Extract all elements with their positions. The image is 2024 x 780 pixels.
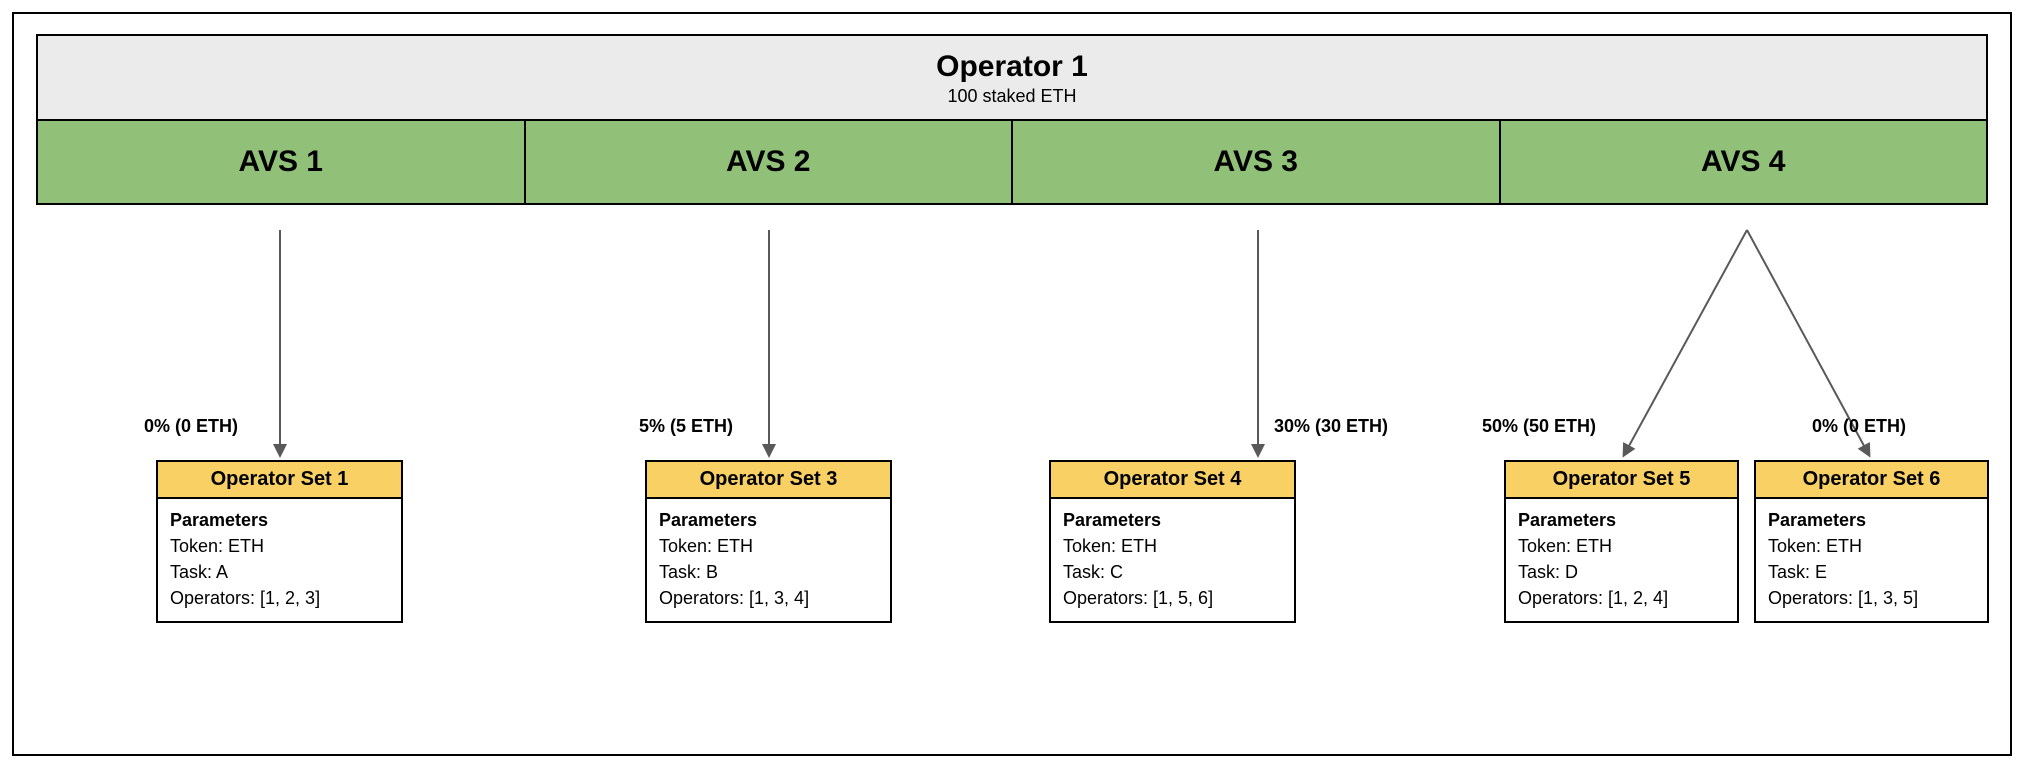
operator-set-token: Token: ETH [1518,533,1725,559]
operator-set-header: Operator Set 5 [1506,462,1737,499]
operator-set-parameters-label: Parameters [170,507,389,533]
operator-set-token: Token: ETH [1768,533,1975,559]
operator-set-operators: Operators: [1, 2, 3] [170,585,389,611]
operator-set-body: ParametersToken: ETHTask: DOperators: [1… [1506,499,1737,621]
operator-subtitle: 100 staked ETH [38,86,1986,107]
avs-box-2: AVS 2 [526,121,1014,205]
operator-set-token: Token: ETH [170,533,389,559]
operator-set-header: Operator Set 4 [1051,462,1294,499]
avs-box-3: AVS 3 [1013,121,1501,205]
edge-label: 30% (30 ETH) [1274,416,1388,437]
operator-title: Operator 1 [38,50,1986,84]
operator-set-token: Token: ETH [1063,533,1282,559]
operator-set-box: Operator Set 1ParametersToken: ETHTask: … [156,460,403,623]
edge-label: 50% (50 ETH) [1482,416,1596,437]
operator-set-parameters-label: Parameters [1063,507,1282,533]
operator-set-parameters-label: Parameters [659,507,878,533]
operator-set-operators: Operators: [1, 2, 4] [1518,585,1725,611]
avs-box-1: AVS 1 [36,121,526,205]
operator-set-parameters-label: Parameters [1518,507,1725,533]
operator-set-parameters-label: Parameters [1768,507,1975,533]
operator-set-box: Operator Set 4ParametersToken: ETHTask: … [1049,460,1296,623]
operator-set-box: Operator Set 6ParametersToken: ETHTask: … [1754,460,1989,623]
operator-set-task: Task: C [1063,559,1282,585]
operator-set-box: Operator Set 5ParametersToken: ETHTask: … [1504,460,1739,623]
operator-set-operators: Operators: [1, 3, 4] [659,585,878,611]
operator-set-box: Operator Set 3ParametersToken: ETHTask: … [645,460,892,623]
operator-set-task: Task: D [1518,559,1725,585]
avs-row: AVS 1 AVS 2 AVS 3 AVS 4 [36,121,1988,205]
operator-set-task: Task: E [1768,559,1975,585]
operator-set-header: Operator Set 1 [158,462,401,499]
operator-set-operators: Operators: [1, 3, 5] [1768,585,1975,611]
operator-set-header: Operator Set 3 [647,462,890,499]
operator-set-body: ParametersToken: ETHTask: AOperators: [1… [158,499,401,621]
edge-label: 0% (0 ETH) [144,416,238,437]
edge-label: 0% (0 ETH) [1812,416,1906,437]
operator-set-operators: Operators: [1, 5, 6] [1063,585,1282,611]
operator-set-token: Token: ETH [659,533,878,559]
edge-label: 5% (5 ETH) [639,416,733,437]
operator-set-task: Task: B [659,559,878,585]
operator-header: Operator 1 100 staked ETH [36,34,1988,121]
operator-set-body: ParametersToken: ETHTask: COperators: [1… [1051,499,1294,621]
diagram-container: Operator 1 100 staked ETH AVS 1 AVS 2 AV… [12,12,2012,756]
operator-set-header: Operator Set 6 [1756,462,1987,499]
avs-box-4: AVS 4 [1501,121,1989,205]
operator-set-body: ParametersToken: ETHTask: BOperators: [1… [647,499,890,621]
operator-set-task: Task: A [170,559,389,585]
operator-set-body: ParametersToken: ETHTask: EOperators: [1… [1756,499,1987,621]
edge-arrow [1624,230,1747,455]
